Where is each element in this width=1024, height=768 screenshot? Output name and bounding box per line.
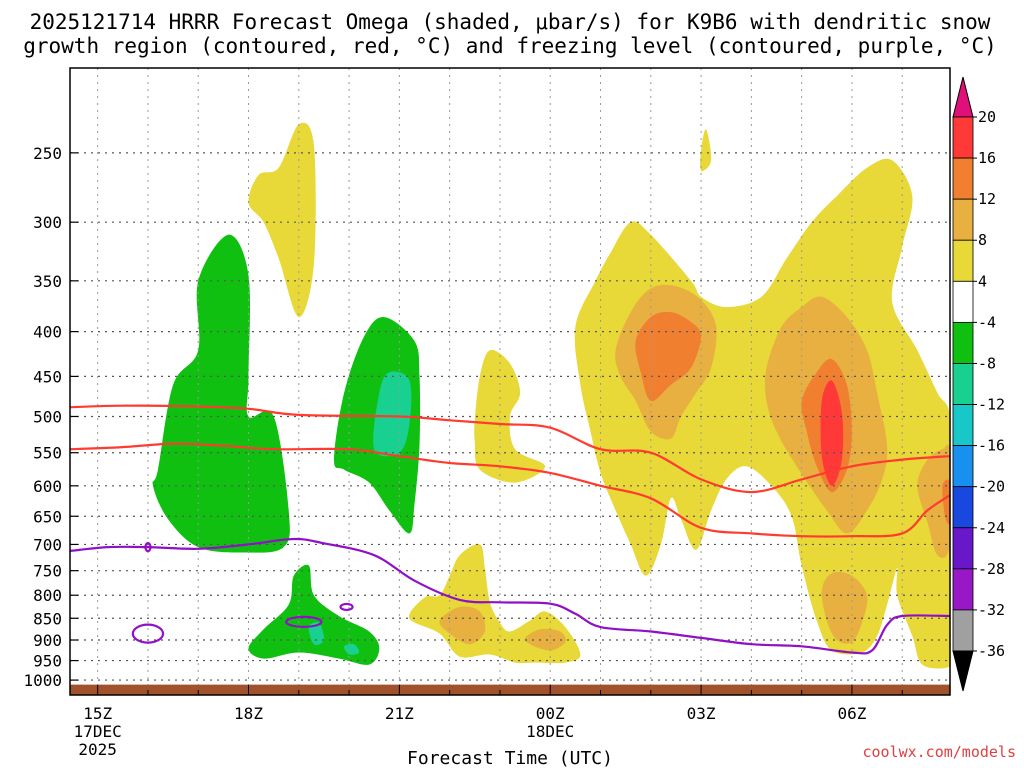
y-tick-label-950: 950 bbox=[33, 652, 62, 671]
x-tick-date-17DEC: 17DEC bbox=[74, 722, 122, 741]
y-tick-label-750: 750 bbox=[33, 562, 62, 581]
omega-region--8-3 bbox=[373, 371, 412, 457]
y-tick-label-800: 800 bbox=[33, 586, 62, 605]
colorbar-segment-11 bbox=[952, 568, 974, 611]
colorbar-label-13: -36 bbox=[978, 642, 1005, 660]
colorbar-label-9: -20 bbox=[978, 478, 1005, 496]
colorbar-segment-10 bbox=[952, 527, 974, 570]
colorbar-segment-2 bbox=[952, 198, 974, 241]
freezing-level-contour-0 bbox=[70, 537, 950, 655]
chart-title-line1: 2025121714 HRRR Forecast Omega (shaded, … bbox=[30, 10, 991, 34]
freezing-loop-1 bbox=[131, 623, 165, 644]
freezing-loop-3 bbox=[339, 602, 354, 612]
omega-region-8-14 bbox=[439, 606, 486, 645]
omega-region-8-15 bbox=[524, 628, 566, 651]
y-tick-label-600: 600 bbox=[33, 477, 62, 496]
colorbar-top-arrow bbox=[952, 76, 974, 118]
dendritic-contour-0 bbox=[70, 404, 950, 494]
x-tick-label-15Z: 15Z bbox=[83, 704, 112, 723]
colorbar-label-7: -12 bbox=[978, 396, 1005, 414]
omega-region-4-7 bbox=[474, 349, 546, 483]
omega-region-8-13 bbox=[821, 571, 868, 644]
colorbar-label-4: 4 bbox=[978, 272, 987, 290]
colorbar-label-12: -32 bbox=[978, 601, 1005, 619]
colorbar-segment-4 bbox=[952, 280, 974, 323]
omega-region-16-20 bbox=[820, 380, 844, 486]
temperature-contours bbox=[70, 404, 950, 655]
freezing-loop-2 bbox=[285, 615, 323, 628]
omega-region-12-17 bbox=[635, 311, 702, 402]
omega-region--4-0 bbox=[152, 234, 290, 553]
omega-region-4-9 bbox=[700, 129, 712, 172]
plot-frame bbox=[69, 67, 951, 696]
colorbar-label-10: -24 bbox=[978, 519, 1005, 537]
y-tick-label-650: 650 bbox=[33, 507, 62, 526]
y-tick-label-400: 400 bbox=[33, 323, 62, 342]
y-tick-label-350: 350 bbox=[33, 272, 62, 291]
colorbar-segment-3 bbox=[952, 239, 974, 282]
colorbar-label-5: -4 bbox=[978, 313, 996, 331]
omega-region--8-5 bbox=[343, 643, 360, 655]
terrain-ground bbox=[70, 684, 950, 695]
y-tick-label-700: 700 bbox=[33, 535, 62, 554]
chart-title-line2: growth region (contoured, red, °C) and f… bbox=[23, 34, 997, 58]
omega-shading bbox=[152, 122, 950, 669]
colorbar-bottom-arrow bbox=[952, 650, 974, 692]
y-tick-label-550: 550 bbox=[33, 444, 62, 463]
colorbar-segment-12 bbox=[952, 609, 974, 652]
colorbar-label-1: 16 bbox=[978, 149, 996, 167]
colorbar-segment-6 bbox=[952, 363, 974, 405]
x-tick-label-06Z: 06Z bbox=[837, 704, 866, 723]
y-tick-label-850: 850 bbox=[33, 609, 62, 628]
x-axis-label: Forecast Time (UTC) bbox=[407, 748, 613, 768]
x-tick-date-18DEC: 18DEC bbox=[526, 722, 574, 741]
y-tick-label-250: 250 bbox=[33, 144, 62, 163]
colorbar-label-6: -8 bbox=[978, 354, 996, 372]
colorbar-segment-8 bbox=[952, 445, 974, 488]
colorbar-label-11: -28 bbox=[978, 560, 1005, 578]
site-credit: coolwx.com/models bbox=[862, 743, 1016, 761]
colorbar-segment-0 bbox=[952, 116, 974, 159]
y-tick-label-1000: 1000 bbox=[23, 671, 62, 690]
dendritic-contour-1 bbox=[70, 442, 950, 538]
y-axis-ticks: 250 300 350 400 450 500 550 600 650 700 750 800 850 9… bbox=[23, 144, 78, 690]
y-tick-label-500: 500 bbox=[33, 407, 62, 426]
colorbar-segment-1 bbox=[952, 157, 974, 200]
colorbar-segment-7 bbox=[952, 404, 974, 447]
colorbar-legend: 20 16 12 8 4 -4 -8 -12 -16 -20 -24 -28 -32 -36 bbox=[952, 76, 1005, 692]
plot-area bbox=[69, 67, 951, 696]
x-tick-label-00Z: 00Z bbox=[536, 704, 565, 723]
omega-region-4-6 bbox=[248, 122, 316, 318]
x-tick-label-21Z: 21Z bbox=[385, 704, 414, 723]
colorbar-label-3: 8 bbox=[978, 231, 987, 249]
omega-region--8-4 bbox=[308, 621, 325, 645]
omega-region-8-16 bbox=[917, 444, 950, 558]
x-tick-label-03Z: 03Z bbox=[687, 704, 716, 723]
y-tick-label-300: 300 bbox=[33, 213, 62, 232]
colorbar-segment-9 bbox=[952, 486, 974, 529]
freezing-loop-0 bbox=[144, 542, 152, 553]
x-tick-label-18Z: 18Z bbox=[234, 704, 263, 723]
colorbar-label-2: 12 bbox=[978, 190, 996, 208]
omega-region-12-19 bbox=[942, 479, 950, 525]
y-tick-label-450: 450 bbox=[33, 367, 62, 386]
x-tick-year-2025: 2025 bbox=[78, 740, 117, 759]
colorbar-label-8: -16 bbox=[978, 437, 1005, 455]
colorbar-segment-5 bbox=[952, 321, 974, 364]
y-tick-label-900: 900 bbox=[33, 631, 62, 650]
colorbar-label-0: 20 bbox=[978, 108, 996, 126]
